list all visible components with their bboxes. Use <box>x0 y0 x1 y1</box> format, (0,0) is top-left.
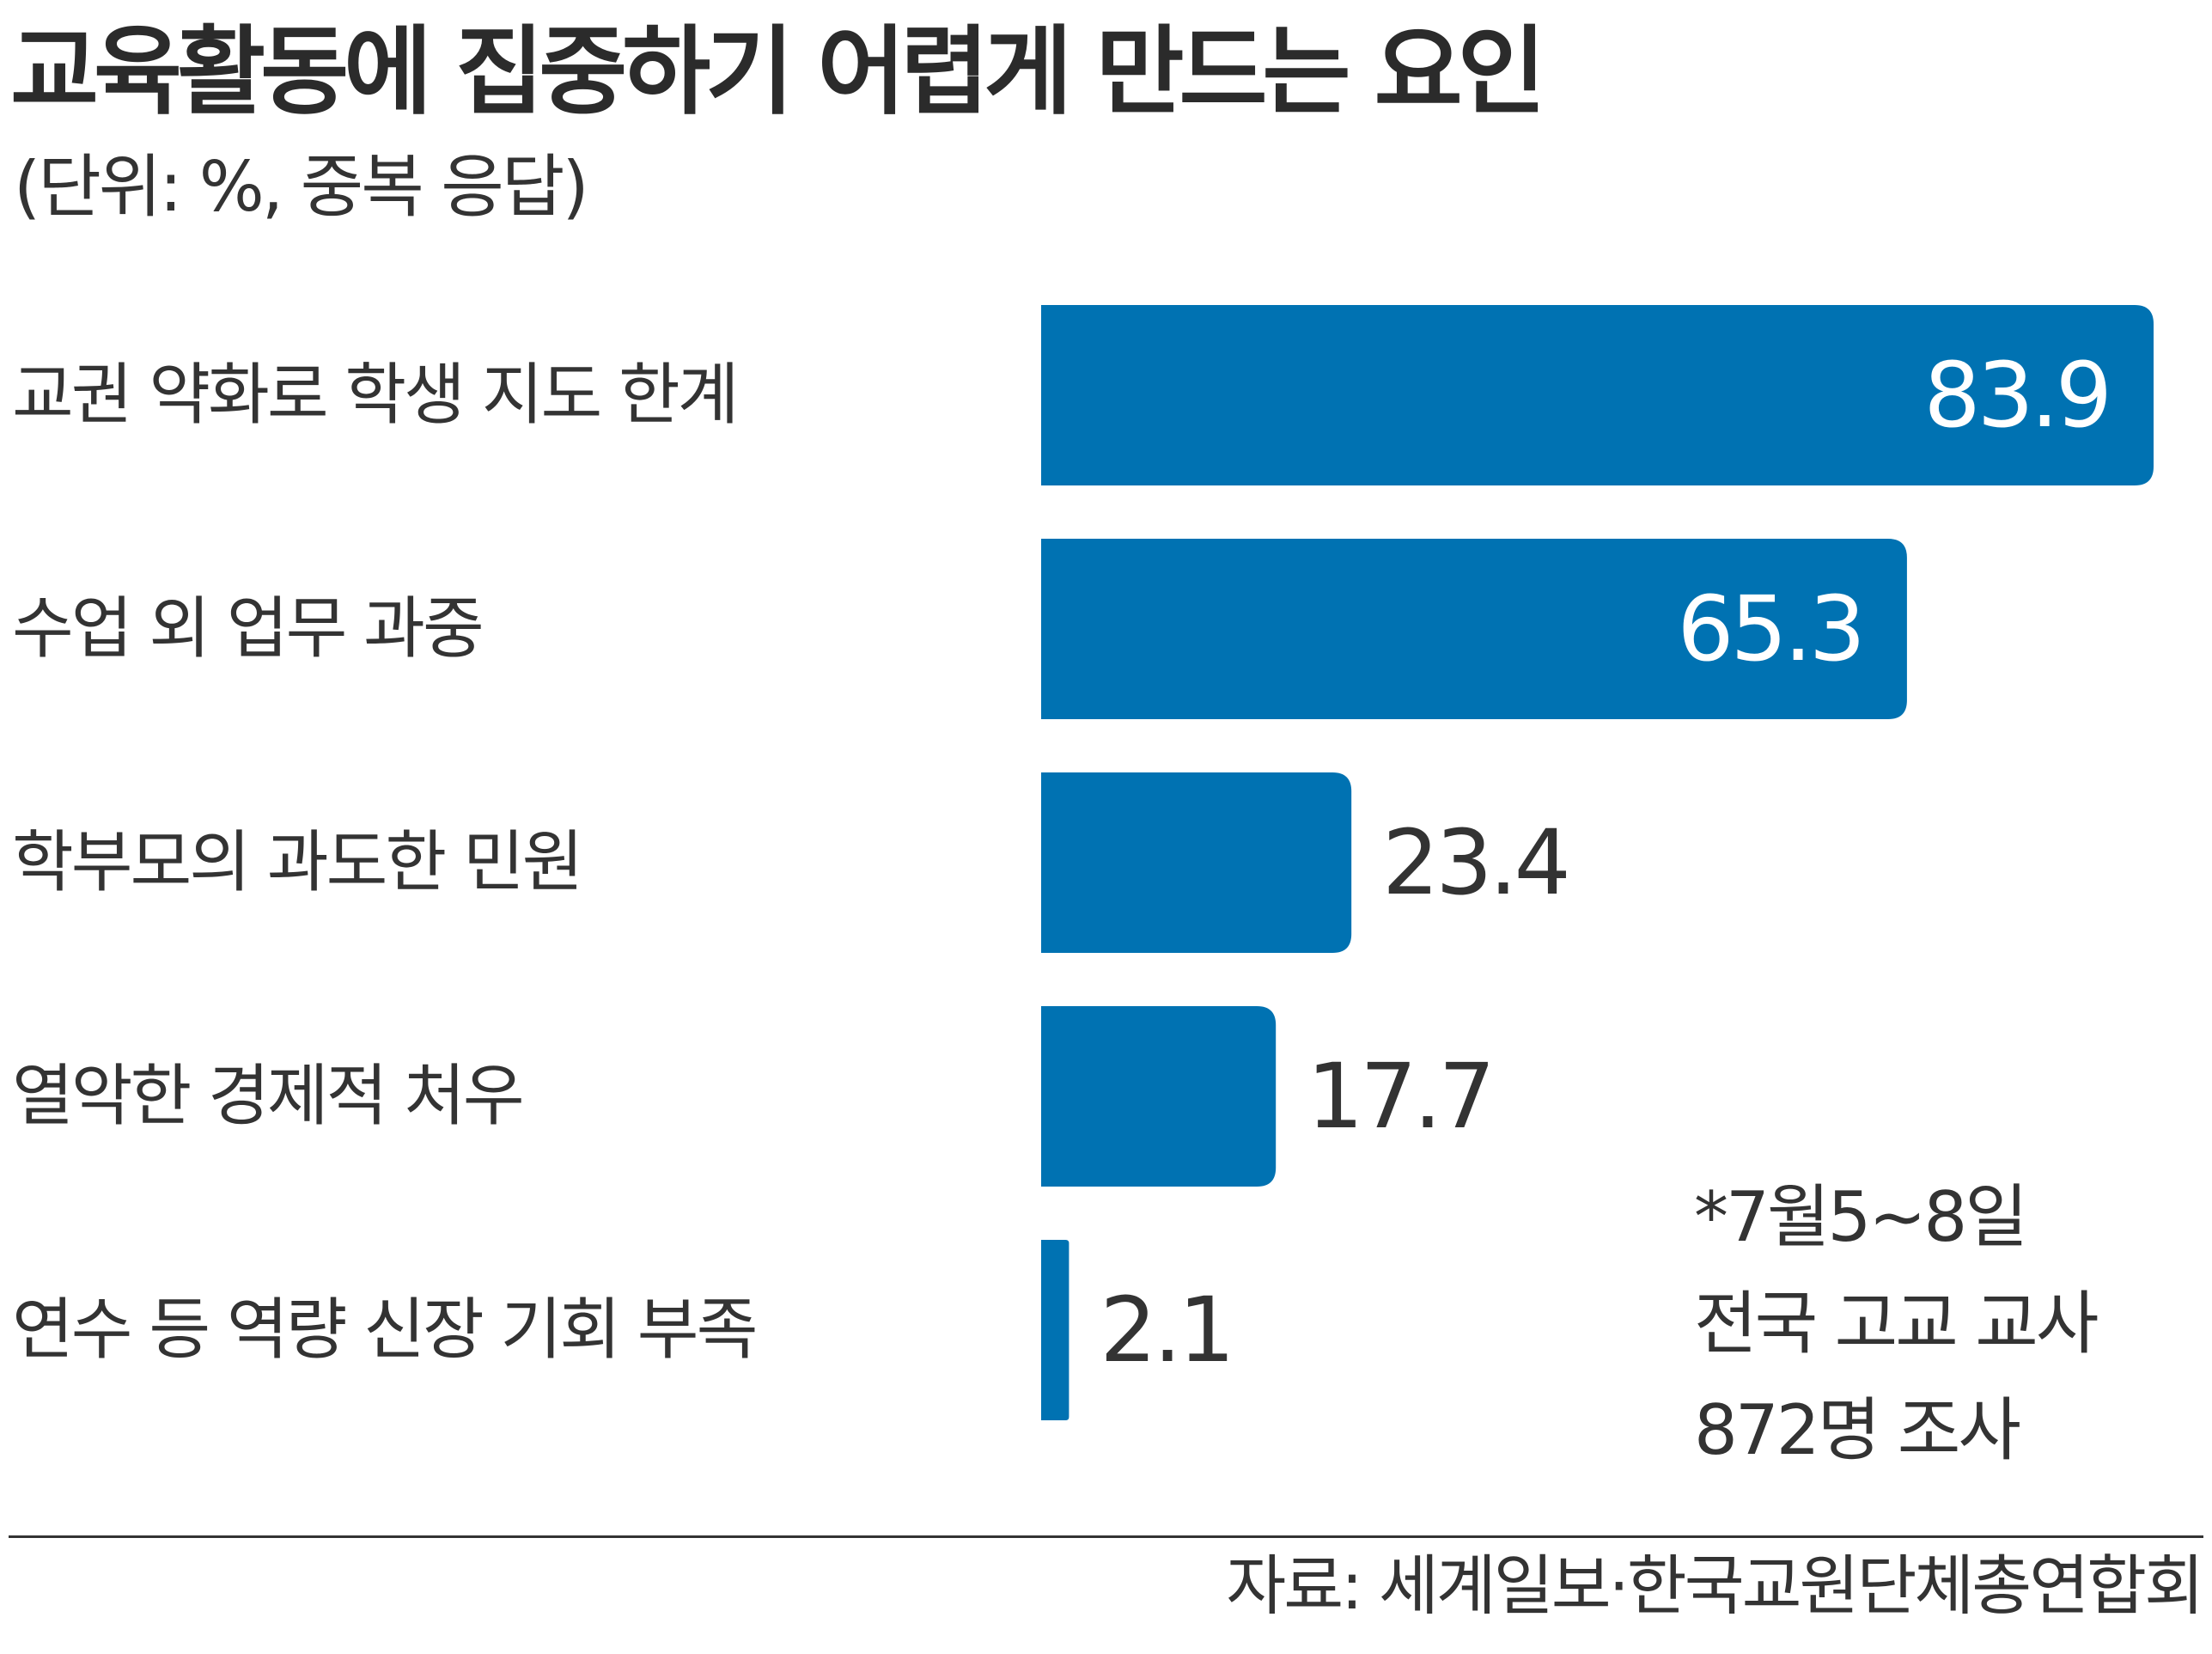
value-label: 65.3 <box>1677 577 1862 681</box>
value-label: 83.9 <box>1923 343 2109 448</box>
category-label: 열악한 경제적 처우 <box>12 1058 522 1135</box>
survey-note-line: 전국 고교 교사 <box>1694 1284 2099 1364</box>
value-label: 2.1 <box>1100 1278 1231 1382</box>
divider-line <box>9 1535 2203 1538</box>
category-label: 수업 외 업무 과중 <box>12 590 482 668</box>
bar <box>1041 1006 1277 1187</box>
bar <box>1041 1240 1069 1420</box>
bar <box>1041 305 2154 485</box>
value-label: 23.4 <box>1382 810 1568 915</box>
source-credit: 자료: 세계일보·한국교원단체총연합회 <box>1226 1547 2204 1624</box>
survey-note-line: *7월5~8일 <box>1694 1177 2028 1257</box>
chart-title: 교육활동에 집중하기 어렵게 만드는 요인 <box>10 16 1546 128</box>
survey-note: *7월5~8일 전국 고교 교사 872명 조사 <box>1694 1164 2099 1484</box>
survey-note-line: 872명 조사 <box>1694 1390 2021 1470</box>
bar <box>1041 772 1352 953</box>
chart-subtitle: (단위: %, 중복 응답) <box>14 147 589 227</box>
category-label: 교권 약화로 학생 지도 한계 <box>12 357 737 434</box>
category-label: 연수 등 역량 신장 기회 부족 <box>12 1291 755 1369</box>
bar <box>1041 539 1907 719</box>
value-label: 17.7 <box>1307 1044 1492 1149</box>
category-label: 학부모의 과도한 민원 <box>12 824 581 901</box>
